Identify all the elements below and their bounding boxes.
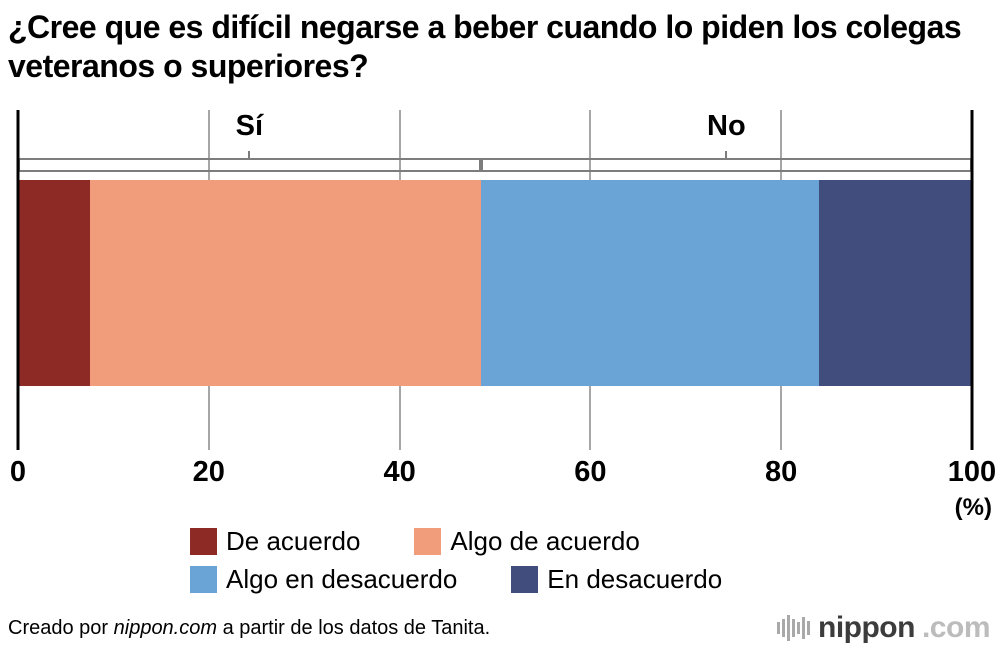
axis-unit-label: (%): [954, 494, 992, 522]
gridline-0: [16, 110, 20, 451]
legend-swatch-2: [190, 566, 217, 594]
legend: De acuerdo Algo de acuerdo Algo en desacue…: [0, 526, 1000, 595]
nippon-logo-icon: [777, 615, 810, 642]
x-tick-label-60: 60: [574, 456, 607, 489]
legend-swatch-1: [414, 528, 442, 556]
bar-segment-3: [819, 180, 972, 387]
credit-prefix: Creado por: [8, 616, 114, 639]
plot-area: Sí No: [16, 110, 974, 451]
legend-item-0: De acuerdo: [190, 526, 360, 557]
footer: Creado por nippon.com a partir de los da…: [8, 611, 991, 645]
legend-label-3: En desacuerdo: [547, 564, 723, 595]
credit-brand: nippon.com: [113, 616, 218, 639]
bar-segment-2: [480, 180, 820, 387]
legend-row-0: De acuerdo Algo de acuerdo: [190, 526, 1000, 557]
legend-row-1: Algo en desacuerdo En desacuerdo: [190, 564, 1000, 595]
group-bracket-0: [18, 151, 481, 173]
group-label-0: Sí: [229, 110, 270, 144]
group-bracket-1: [480, 151, 972, 173]
credit-suffix: a partir de los datos de Tanita.: [217, 616, 491, 639]
bracket-center-tick: [248, 151, 251, 161]
legend-label-1: Algo de acuerdo: [450, 526, 640, 557]
legend-label-0: De acuerdo: [226, 526, 361, 557]
legend-item-3: En desacuerdo: [511, 564, 722, 595]
x-tick-label-0: 0: [9, 456, 27, 489]
bar-segment-1: [89, 180, 481, 387]
legend-item-1: Algo de acuerdo: [414, 526, 640, 557]
nippon-logo: nippon .com: [777, 611, 991, 645]
bar-segment-0: [18, 180, 90, 387]
legend-label-2: Algo en desacuerdo: [226, 564, 458, 595]
x-tick-label-100: 100: [947, 456, 997, 489]
x-axis-ticks: 0 20 40 60 80 100: [10, 450, 996, 494]
legend-swatch-0: [190, 528, 217, 556]
gridline-100: [970, 110, 974, 451]
x-tick-label-80: 80: [765, 456, 798, 489]
chart-area: Sí No 0 20 40 60 80 100 (%): [10, 110, 996, 522]
x-tick-label-40: 40: [383, 456, 416, 489]
x-tick-label-20: 20: [192, 456, 225, 489]
legend-item-2: Algo en desacuerdo: [190, 564, 457, 595]
logo-name: nippon: [818, 611, 915, 645]
group-label-1: No: [701, 110, 752, 144]
stacked-bar: [18, 180, 972, 387]
bracket-center-tick: [725, 151, 728, 161]
chart-title: ¿Cree que es difícil negarse a beber cua…: [8, 9, 962, 85]
source-credit: Creado por nippon.com a partir de los da…: [8, 617, 490, 640]
legend-swatch-3: [511, 566, 539, 594]
logo-tld: .com: [921, 611, 991, 645]
